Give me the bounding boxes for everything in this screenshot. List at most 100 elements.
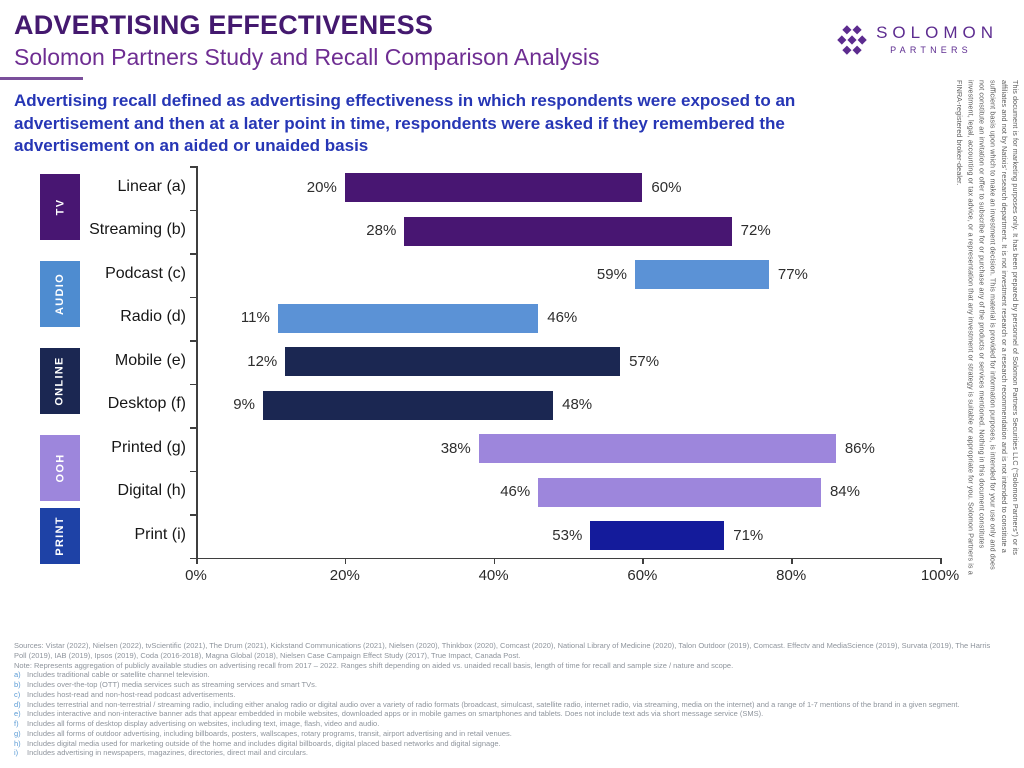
side-disclaimer: This document is for marketing purposes … — [955, 80, 1020, 575]
footnote-item: b) Includes over-the-top (OTT) media serv… — [14, 680, 992, 690]
category-label: Digital (h) — [117, 482, 186, 500]
y-axis-line — [196, 166, 198, 558]
x-tick-label: 60% — [627, 566, 658, 584]
bar-end-value: 77% — [777, 265, 808, 283]
bar-start-value: 38% — [440, 439, 471, 457]
footnote-text: Includes all forms of desktop display ad… — [27, 719, 380, 728]
group-label: TV — [54, 198, 66, 216]
description-text: Advertising recall defined as advertisin… — [14, 91, 796, 156]
x-tick-label: 20% — [329, 566, 360, 584]
category-label: Mobile (e) — [114, 351, 186, 369]
footnote-key: e) — [14, 709, 21, 719]
footnote-key: a) — [14, 670, 21, 680]
footnotes: Sources: Vistar (2022), Nielsen (2022), … — [14, 641, 992, 758]
group-label-box: TV — [40, 174, 80, 240]
group-label: AUDIO — [54, 273, 67, 315]
footnote-key: i) — [14, 748, 19, 758]
footnote-item: h) Includes digital media used for market… — [14, 739, 992, 749]
x-axis-tick — [493, 557, 496, 564]
footnote-item: f) Includes all forms of desktop display … — [14, 719, 992, 729]
footnote-text: Includes traditional cable or satellite … — [27, 670, 210, 680]
group-label-box: PRINT — [40, 508, 80, 564]
bar-end-value: 57% — [629, 352, 660, 370]
footnote-item: i) Includes advertising in newspapers, ma… — [14, 748, 992, 758]
x-axis-tick — [642, 557, 644, 564]
x-tick-label: 40% — [478, 566, 509, 584]
category-label: Printed (g) — [111, 438, 186, 456]
bar-start-value: 20% — [306, 178, 337, 196]
footnote-item: g) Includes all forms of outdoor advertis… — [14, 729, 992, 739]
footnote-list: a) Includes traditional cable or satellit… — [14, 670, 992, 758]
note-text: Note: Represents aggregation of publicly… — [14, 660, 734, 670]
solomon-logo: SOLOMON PARTNERS — [836, 24, 998, 61]
range-bar — [590, 521, 725, 550]
title-underline — [0, 77, 83, 80]
y-axis-tick — [190, 209, 196, 211]
range-bar — [344, 173, 643, 202]
logo-wordmark: SOLOMON — [876, 23, 998, 42]
group-label: PRINT — [54, 516, 66, 556]
solomon-logo-icon — [836, 24, 868, 61]
x-axis-line — [196, 557, 942, 559]
group-label: OOH — [54, 453, 66, 483]
footnote-item: d) Includes terrestrial and non-terrestri… — [14, 700, 992, 710]
x-axis-tick — [791, 557, 793, 564]
bar-start-value: 9% — [233, 396, 255, 414]
footnote-item: c) Includes host-read and non-host-read p… — [14, 690, 992, 700]
range-bar — [634, 260, 769, 289]
sources-text: Sources: Vistar (2022), Nielsen (2022), … — [14, 641, 991, 660]
category-label: Desktop (f) — [107, 395, 186, 413]
x-axis-tick — [940, 557, 942, 564]
y-axis-tick — [190, 427, 196, 429]
page-subtitle: Solomon Partners Study and Recall Compar… — [14, 44, 600, 70]
y-axis-tick — [190, 253, 196, 255]
group-label-box: OOH — [40, 435, 80, 501]
footnote-key: c) — [14, 689, 21, 699]
y-axis-tick — [190, 470, 196, 472]
range-bar — [277, 303, 539, 333]
category-label: Podcast (c) — [105, 264, 186, 282]
bar-start-value: 12% — [247, 352, 278, 370]
category-label: Print (i) — [134, 525, 186, 543]
y-axis-tick — [190, 340, 196, 342]
category-label: Streaming (b) — [89, 221, 186, 239]
bar-end-value: 84% — [829, 483, 860, 501]
bar-start-value: 11% — [240, 309, 270, 327]
footnote-text: Includes terrestrial and non-terrestrial… — [27, 699, 960, 709]
footnote-text: Includes advertising in newspapers, maga… — [27, 748, 308, 758]
footnote-key: f) — [14, 719, 19, 728]
bar-end-value: 71% — [733, 526, 764, 544]
footnote-text: Includes host-read and non-host-read pod… — [27, 689, 236, 699]
footnote-item: e) Includes interactive and non-interacti… — [14, 709, 992, 719]
x-tick-label: 80% — [776, 566, 807, 584]
x-axis-tick — [196, 557, 198, 564]
footnote-key: d) — [14, 699, 21, 709]
bar-end-value: 86% — [844, 439, 875, 457]
x-axis-tick — [344, 557, 347, 564]
bar-start-value: 53% — [552, 526, 583, 544]
y-axis-tick — [190, 166, 196, 168]
group-label-box: AUDIO — [40, 261, 80, 327]
bar-end-value: 60% — [651, 178, 682, 196]
category-label: Linear (a) — [117, 177, 186, 195]
footnote-text: Includes all forms of outdoor advertisin… — [27, 728, 512, 738]
range-bar — [285, 347, 621, 376]
y-axis-tick — [190, 557, 196, 559]
y-axis-tick — [190, 296, 196, 298]
page-title: ADVERTISING EFFECTIVENESS — [14, 10, 434, 40]
footnote-key: b) — [14, 680, 21, 689]
bar-start-value: 28% — [366, 222, 397, 240]
bar-end-value: 48% — [562, 396, 593, 414]
footnote-key: g) — [14, 728, 21, 738]
bar-end-value: 72% — [740, 222, 771, 240]
footnote-item: a) Includes traditional cable or satellit… — [14, 670, 992, 680]
range-bar — [404, 216, 732, 246]
bar-end-value: 46% — [547, 309, 578, 327]
footnote-text: Includes digital media used for marketin… — [27, 738, 501, 748]
y-axis-tick — [190, 514, 196, 516]
bar-start-value: 46% — [500, 483, 531, 501]
group-label: ONLINE — [54, 356, 67, 406]
range-bar — [478, 434, 836, 463]
category-label: Radio (d) — [120, 308, 186, 326]
x-tick-label: 0% — [185, 566, 207, 584]
